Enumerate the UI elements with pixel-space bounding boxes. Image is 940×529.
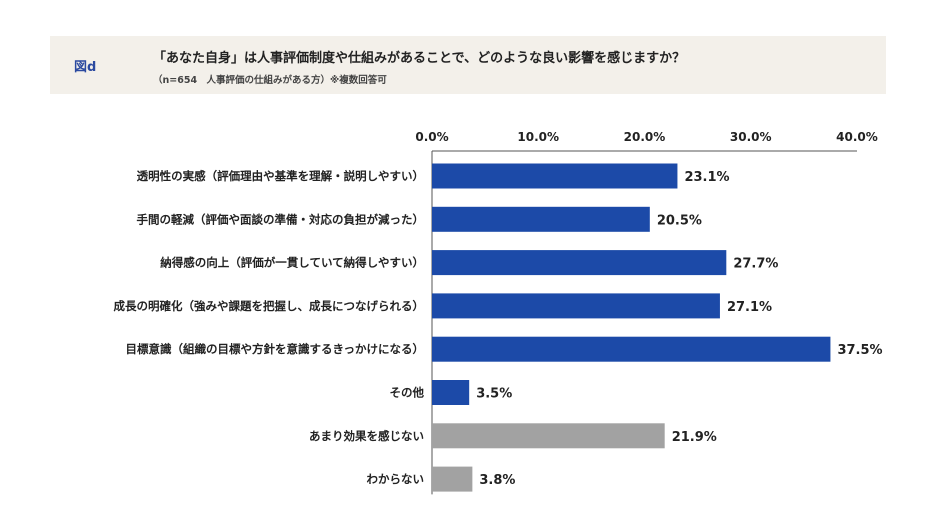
category-label: 透明性の実感（評価理由や基準を理解・説明しやすい） xyxy=(137,169,424,183)
bar xyxy=(432,336,831,362)
category-label: その他 xyxy=(390,386,425,400)
x-tick-label: 20.0% xyxy=(624,130,666,144)
value-label: 37.5% xyxy=(837,343,882,358)
bar xyxy=(432,423,665,449)
value-label: 27.7% xyxy=(733,257,778,272)
figure-label: 図d xyxy=(74,60,97,75)
bar xyxy=(432,206,650,232)
x-tick-label: 30.0% xyxy=(730,130,772,144)
value-label: 3.5% xyxy=(476,387,512,402)
category-label: 目標意識（組織の目標や方針を意識するきっかけになる） xyxy=(125,342,424,356)
x-tick-label: 0.0% xyxy=(415,130,448,144)
x-tick-label: 10.0% xyxy=(517,130,559,144)
chart-title: 「あなた自身」は人事評価制度や仕組みがあることで、どのような良い影響を感じますか… xyxy=(153,51,686,66)
category-label: 成長の明確化（強みや課題を把握し、成長につなげられる） xyxy=(114,299,425,313)
x-tick-label: 40.0% xyxy=(836,130,878,144)
value-label: 3.8% xyxy=(479,473,515,488)
bar xyxy=(432,163,678,189)
value-label: 27.1% xyxy=(727,300,772,315)
value-label: 21.9% xyxy=(672,430,717,445)
category-label: 納得感の向上（評価が一貫していて納得しやすい） xyxy=(160,256,424,270)
value-label: 20.5% xyxy=(657,213,702,228)
category-label: あまり効果を感じない xyxy=(309,429,424,443)
bar xyxy=(432,466,473,492)
chart-subtitle: （n=654 人事評価の仕組みがある方）※複数回答可 xyxy=(153,75,387,86)
chart-header: 図d 「あなた自身」は人事評価制度や仕組みがあることで、どのような良い影響を感じ… xyxy=(50,36,886,94)
category-label: わからない xyxy=(367,472,425,486)
bar xyxy=(432,380,470,405)
category-label: 手間の軽減（評価や面談の準備・対応の負担が減った） xyxy=(137,212,425,226)
bar xyxy=(432,293,720,319)
value-label: 23.1% xyxy=(684,170,729,185)
bar xyxy=(432,250,727,276)
